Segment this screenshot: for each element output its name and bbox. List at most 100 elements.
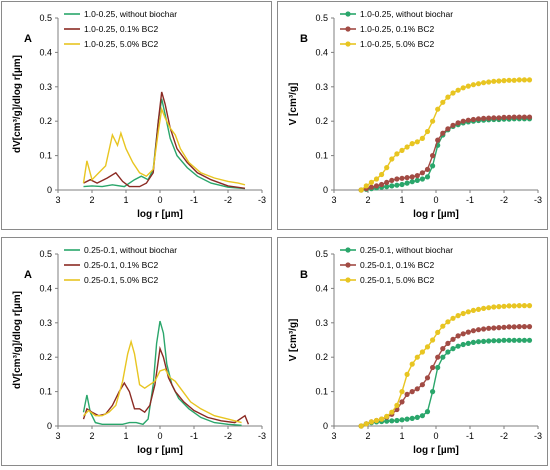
x-tick-label: -1 (466, 431, 474, 441)
data-point (404, 371, 410, 377)
x-tick-label: -1 (466, 195, 474, 205)
data-point (409, 174, 415, 180)
data-point (409, 141, 415, 147)
legend-label: 0.25-0.1, 0.1% BC2 (360, 260, 434, 270)
y-tick-label: 0.5 (315, 249, 328, 259)
data-point (521, 337, 527, 343)
y-tick-label: 0 (323, 421, 328, 431)
data-point (481, 80, 487, 86)
data-point (501, 303, 507, 309)
data-point (511, 337, 517, 343)
data-point (470, 116, 476, 123)
y-tick-label: 0 (47, 421, 52, 431)
data-point (521, 324, 527, 330)
data-point (404, 180, 410, 186)
y-tick-label: 0.4 (39, 47, 52, 57)
data-point (430, 163, 436, 169)
chart-frame (1, 1, 272, 230)
panel-label: A (24, 269, 32, 281)
data-point (460, 118, 466, 124)
y-tick-label: 0.4 (315, 47, 328, 57)
y-tick-label: 0.3 (315, 82, 328, 92)
data-point (414, 354, 420, 360)
data-point (481, 305, 487, 311)
legend-label: 1.0-0.25, 0.1% BC2 (360, 24, 434, 34)
panel-label: A (24, 33, 32, 45)
data-point (511, 303, 517, 309)
data-point (379, 416, 385, 422)
x-tick-label: -3 (534, 431, 542, 441)
data-point (409, 361, 415, 367)
data-point (409, 389, 415, 395)
x-tick-label: 2 (365, 195, 370, 205)
x-tick-label: 2 (365, 431, 370, 441)
data-point (501, 78, 507, 84)
y-tick-label: 0.1 (39, 387, 52, 397)
legend-label: 0.25-0.1, without biochar (84, 245, 177, 255)
series-line (83, 91, 246, 189)
data-point (389, 177, 395, 183)
x-tick-label: -3 (534, 195, 542, 205)
data-point (455, 343, 461, 349)
data-point (404, 175, 410, 181)
data-point (475, 327, 482, 333)
chart-frame (277, 237, 548, 466)
data-point (501, 324, 507, 330)
y-tick-label: 0 (47, 185, 52, 195)
y-tick-label: 0.2 (315, 352, 328, 362)
data-point (394, 151, 400, 157)
data-point (430, 118, 436, 124)
panel-label: B (300, 269, 308, 281)
y-axis-label: V [cm³/g] (288, 319, 299, 362)
data-point (511, 77, 517, 83)
data-point (399, 181, 405, 188)
y-tick-label: 0.3 (39, 318, 52, 328)
x-axis-label: log r [µm] (137, 445, 183, 456)
data-point (470, 307, 476, 313)
data-point (491, 115, 497, 121)
y-tick-label: 0 (323, 185, 328, 195)
data-point (470, 82, 476, 88)
data-point (465, 83, 471, 89)
data-point (521, 114, 527, 120)
data-point (399, 389, 405, 395)
x-tick-label: 1 (399, 195, 404, 205)
series-line (83, 339, 242, 424)
x-tick-label: 3 (331, 431, 336, 441)
x-tick-label: 1 (123, 431, 128, 441)
data-point (440, 323, 446, 329)
x-tick-label: -3 (258, 431, 266, 441)
data-point (419, 170, 425, 176)
data-point (389, 183, 395, 189)
data-point (394, 417, 400, 424)
data-point (384, 179, 390, 185)
data-point (358, 187, 364, 193)
data-point (394, 402, 400, 408)
data-point (440, 354, 446, 360)
data-point (526, 114, 533, 120)
data-point (481, 338, 487, 344)
data-point (435, 364, 441, 371)
data-point (445, 94, 451, 100)
data-point (516, 324, 522, 330)
data-point (460, 331, 466, 337)
legend-label: 1.0-0.25, 5.0% BC2 (84, 39, 158, 49)
data-point (450, 346, 456, 352)
data-point (526, 337, 533, 343)
data-point (516, 303, 522, 309)
data-point (394, 182, 400, 188)
data-point (516, 114, 522, 120)
x-tick-label: 3 (331, 195, 336, 205)
data-point (491, 325, 497, 331)
y-tick-label: 0.2 (315, 116, 328, 126)
data-point (491, 78, 497, 84)
series-line (360, 304, 530, 427)
data-point (465, 340, 471, 346)
data-point (424, 409, 431, 415)
y-tick-label: 0.1 (315, 151, 328, 161)
data-point (460, 85, 466, 91)
